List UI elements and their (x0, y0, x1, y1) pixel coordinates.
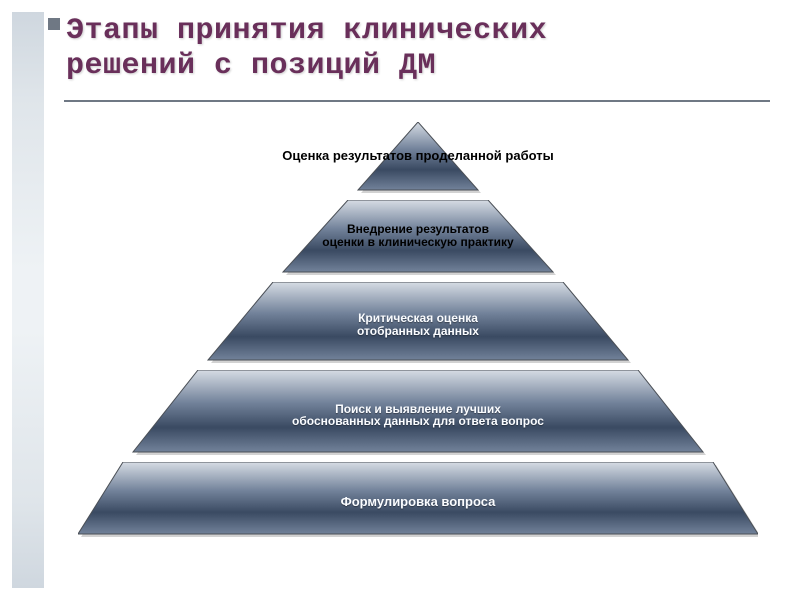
pyramid-layer-1: Оценка результатов проделанной работы (66, 122, 770, 190)
pyramid-layer-5: Формулировка вопроса (66, 462, 770, 534)
title-bullet-square (48, 18, 60, 30)
pyramid-layer-2: Внедрение результатовоценки в клиническу… (66, 200, 770, 272)
title-underline (64, 100, 770, 102)
title-line-2: решений с позиций ДМ (66, 49, 436, 83)
pyramid-diagram: Оценка результатов проделанной работы Вне… (66, 122, 770, 570)
pyramid-layer-3: Критическая оценкаотобранных данных (66, 282, 770, 360)
pyramid-layer-4: Поиск и выявление лучшихобоснованных дан… (66, 370, 770, 452)
left-gradient-bar (12, 12, 44, 588)
title-line-1: Этапы принятия клинических (66, 14, 547, 48)
slide-title: Этапы принятия клинических решений с поз… (66, 14, 780, 83)
